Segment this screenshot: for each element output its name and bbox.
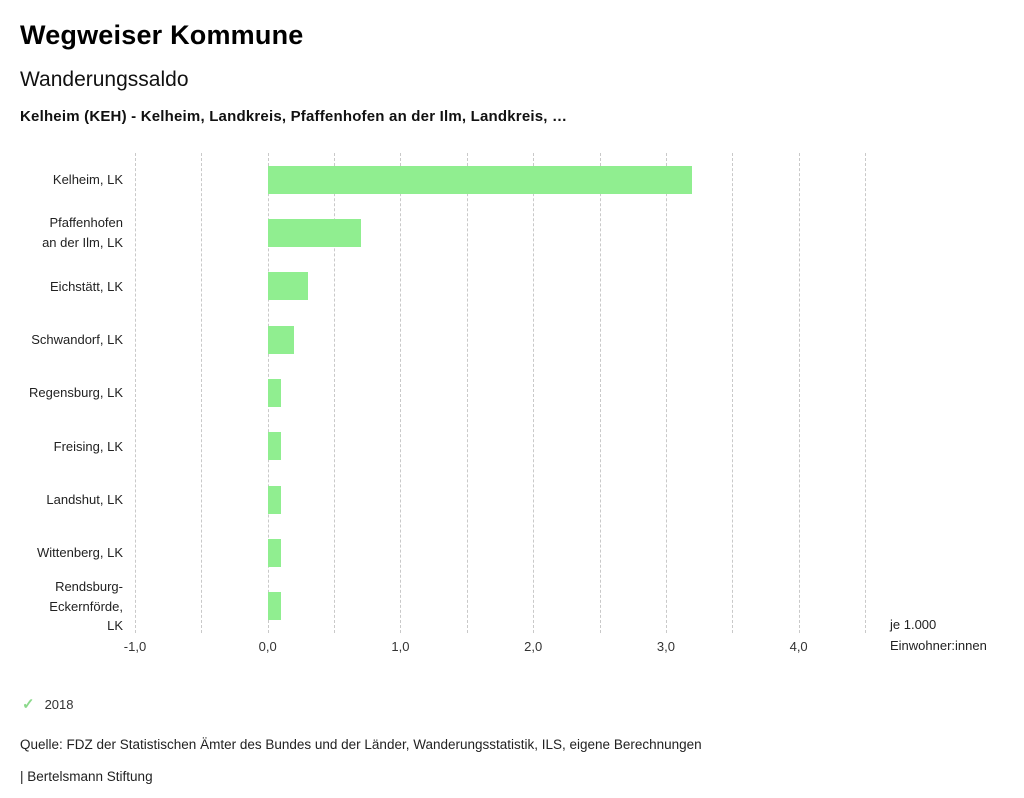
category-label: Wittenberg, LK	[37, 545, 123, 561]
gridline	[533, 153, 535, 633]
category-label: Eichstätt, LK	[50, 278, 123, 294]
branding-note: | Bertelsmann Stiftung	[20, 769, 153, 784]
chart-row: Freising, LK	[20, 420, 865, 473]
bar[interactable]	[267, 165, 693, 194]
chart-row: Eichstätt, LK	[20, 260, 865, 313]
x-tick-label: 2,0	[524, 639, 543, 654]
axis-unit-line2: Einwohner:innen	[890, 637, 987, 653]
bar-track	[135, 526, 865, 579]
chart-row: Wittenberg, LK	[20, 526, 865, 579]
bar[interactable]	[267, 272, 308, 301]
category-label: Freising, LK	[53, 438, 123, 454]
gridline	[466, 153, 468, 633]
bar[interactable]	[267, 378, 281, 407]
axis-unit-label: je 1.000 Einwohner:innen	[890, 615, 1020, 657]
chart-title: Wanderungssaldo	[20, 68, 189, 91]
gridline	[599, 153, 601, 633]
x-tick-label: 0,0	[258, 639, 277, 654]
gridline	[798, 153, 800, 633]
chart-row: Landshut, LK	[20, 473, 865, 526]
bar-track	[135, 366, 865, 419]
bar[interactable]	[267, 538, 281, 567]
category-label: Regensburg, LK	[29, 385, 123, 401]
app-title: Wegweiser Kommune	[20, 20, 304, 50]
chart-row: Schwandorf, LK	[20, 313, 865, 366]
bar[interactable]	[267, 325, 295, 354]
bar[interactable]	[267, 432, 281, 461]
bar-track	[135, 580, 865, 633]
bar[interactable]	[267, 218, 361, 247]
bar[interactable]	[267, 592, 281, 621]
x-axis: -1,0 0,0 1,0 2,0 3,0 4,0	[124, 639, 865, 659]
x-tick-label: 3,0	[656, 639, 675, 654]
gridline	[400, 153, 402, 633]
category-label: Pfaffenhofen an der Ilm, LK	[42, 215, 123, 250]
source-note: Quelle: FDZ der Statistischen Ämter des …	[20, 737, 702, 752]
bar-track	[135, 313, 865, 366]
chart-row: Pfaffenhofen an der Ilm, LK	[20, 206, 865, 259]
x-tick-label: -1,0	[123, 639, 147, 654]
gridline	[135, 153, 136, 633]
bar-track	[135, 206, 865, 259]
category-label: Kelheim, LK	[52, 171, 123, 187]
axis-unit-line1: je 1.000	[890, 617, 937, 632]
bar-track	[135, 473, 865, 526]
bar-track	[135, 153, 865, 206]
gridline	[665, 153, 667, 633]
chart-subtitle: Kelheim (KEH) - Kelheim, Landkreis, Pfaf…	[20, 108, 568, 125]
bar[interactable]	[267, 485, 281, 514]
bar-track	[135, 420, 865, 473]
gridline	[334, 153, 336, 633]
legend-year[interactable]: 2018	[44, 696, 74, 712]
chart-row: Regensburg, LK	[20, 366, 865, 419]
check-icon[interactable]: ✓	[22, 696, 35, 713]
category-label: Schwandorf, LK	[31, 331, 123, 347]
chart-row: Rendsburg- Eckernförde, LK	[20, 579, 865, 634]
chart-row: Kelheim, LK	[20, 153, 865, 206]
gridline	[865, 153, 866, 633]
gridline	[732, 153, 734, 633]
bar-track	[135, 260, 865, 313]
bar-chart: Kelheim, LK Pfaffenhofen an der Ilm, LK Ei…	[20, 153, 1004, 673]
x-tick-label: 1,0	[391, 639, 410, 654]
legend[interactable]: ✓ 2018	[22, 695, 1004, 713]
chart-rows: Kelheim, LK Pfaffenhofen an der Ilm, LK Ei…	[20, 153, 865, 633]
gridline	[201, 153, 203, 633]
category-label: Landshut, LK	[46, 491, 123, 507]
category-label: Rendsburg- Eckernförde, LK	[49, 579, 123, 634]
x-tick-label: 4,0	[789, 639, 808, 654]
